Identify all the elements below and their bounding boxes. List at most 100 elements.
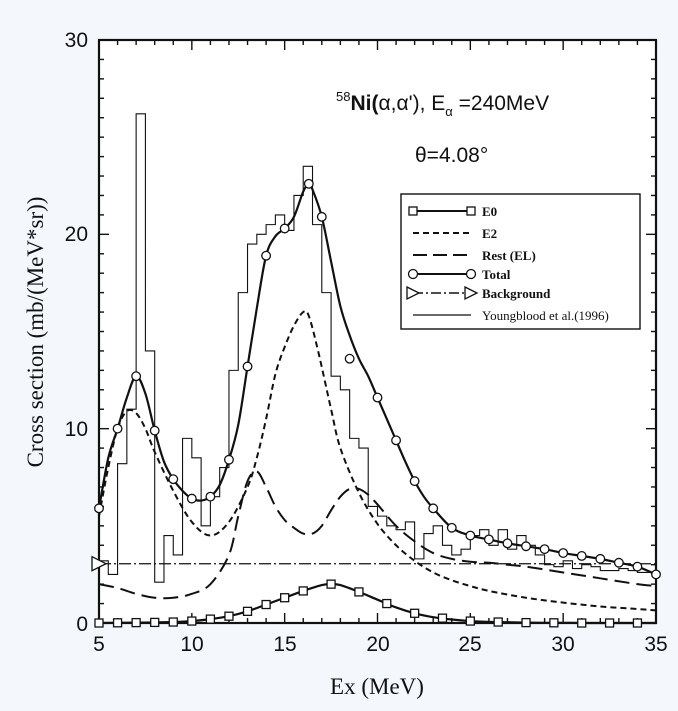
reaction-title-tail: =240MeV xyxy=(453,92,549,115)
series-total-marker xyxy=(465,530,476,541)
x-tick-label-30: 30 xyxy=(551,633,574,656)
legend-marker-e0-b xyxy=(466,206,476,216)
series-e0-marker xyxy=(112,618,123,628)
reaction-title: 58Ni(α,α'), Eα =240MeV xyxy=(336,89,549,119)
series-e2 xyxy=(99,309,656,612)
legend-marker-total-a xyxy=(407,268,419,280)
series-e0-marker xyxy=(280,593,290,603)
legend-marker-background-a xyxy=(406,285,421,301)
legend-item-e0: E0 xyxy=(408,204,497,219)
series-total-marker xyxy=(391,435,402,446)
legend-item-e2: E2 xyxy=(413,226,497,241)
series-e0-marker xyxy=(409,608,420,618)
series-total-marker xyxy=(409,476,420,487)
series-total-marker xyxy=(186,493,197,504)
reaction-title-alpha1: α xyxy=(378,92,390,115)
angle-label: θ=4.08° xyxy=(415,144,488,167)
reaction-title-alpha2: α xyxy=(396,92,408,115)
x-tick-label-15: 15 xyxy=(273,633,296,656)
legend-marker-background-b xyxy=(464,285,479,301)
x-tick-label-20: 20 xyxy=(366,633,389,656)
legend-marker-total-b xyxy=(465,268,477,280)
series-background-marker xyxy=(91,555,108,572)
y-tick-label-30: 30 xyxy=(65,29,88,52)
x-tick-label-5: 5 xyxy=(93,633,105,656)
series-total-marker xyxy=(242,361,253,372)
reaction-title-post: '), E xyxy=(409,92,446,115)
series-e0-marker xyxy=(577,618,587,628)
series-e0-marker xyxy=(465,616,475,626)
series-total-marker xyxy=(112,423,123,434)
series-total-marker xyxy=(502,538,513,549)
series-total-marker xyxy=(539,544,550,555)
series-total-marker xyxy=(576,551,587,561)
legend: E0 E2 Rest (EL) Total Background Youngbl… xyxy=(400,193,641,330)
series-total-marker xyxy=(279,223,290,234)
y-tick-label-10: 10 xyxy=(65,418,88,441)
series-total-marker xyxy=(303,178,314,189)
legend-label-rest: Rest (EL) xyxy=(482,248,536,263)
x-tick-label-25: 25 xyxy=(458,633,481,656)
reaction-title-main: Ni( xyxy=(350,92,378,115)
reaction-title-mass: 58 xyxy=(336,89,350,104)
series-total-marker xyxy=(149,425,160,436)
series-e0-marker xyxy=(150,617,160,628)
series-e0-marker xyxy=(521,617,531,628)
series-total-marker xyxy=(205,491,216,502)
plot-frame xyxy=(97,38,658,625)
series-total-marker xyxy=(632,561,643,572)
series-total-marker xyxy=(446,522,457,533)
y-axis-title: Cross section (mb/(MeV*sr)) xyxy=(23,197,48,468)
legend-box xyxy=(400,193,641,330)
series-total-marker xyxy=(372,392,383,403)
series-e0-marker xyxy=(131,617,141,628)
series-e0-marker xyxy=(224,611,234,621)
legend-item-total: Total xyxy=(407,267,511,282)
series-e0-marker xyxy=(604,618,615,628)
series-e0-marker xyxy=(437,613,448,623)
series-total-marker xyxy=(521,541,531,552)
reaction-title-comma: , xyxy=(391,92,397,115)
series-total-marker xyxy=(94,503,104,514)
x-tick-label-10: 10 xyxy=(180,633,203,656)
legend-item-youngblood: Youngblood et al.(1996) xyxy=(413,308,609,323)
series-total-marker xyxy=(558,548,569,558)
series-e0-marker xyxy=(382,598,392,609)
x-tick-label-35: 35 xyxy=(644,633,667,656)
series-total-marker xyxy=(613,557,624,568)
series-e0-marker xyxy=(354,587,364,597)
legend-label-total: Total xyxy=(482,267,511,282)
series-e0-marker xyxy=(298,586,308,596)
series-youngblood-et-al-1996 xyxy=(99,113,656,623)
legend-item-background: Background xyxy=(406,285,551,301)
series-e0-marker xyxy=(493,617,503,627)
series-e0-marker xyxy=(242,606,253,616)
marker-layer xyxy=(91,178,661,628)
series-e0-marker xyxy=(205,614,216,624)
series-total-marker xyxy=(224,454,234,465)
series-total-marker xyxy=(428,503,439,514)
series-e0-marker xyxy=(261,599,271,610)
series-total-marker xyxy=(131,371,142,382)
series-total-marker xyxy=(316,211,327,222)
legend-label-youngblood: Youngblood et al.(1996) xyxy=(482,308,609,323)
series-e0-marker xyxy=(549,618,559,628)
legend-item-rest: Rest (EL) xyxy=(413,248,536,263)
y-tick-label-20: 20 xyxy=(65,223,88,246)
series-total-marker xyxy=(651,569,661,580)
series-e0-marker xyxy=(632,618,643,628)
series-e0-marker xyxy=(187,616,197,626)
legend-marker-e0-a xyxy=(408,206,418,216)
series-rest-el xyxy=(99,470,656,600)
series-total-marker xyxy=(261,250,272,261)
legend-label-e2: E2 xyxy=(482,226,497,241)
reaction-title-sub: α xyxy=(445,104,453,119)
series-total-marker xyxy=(168,474,179,485)
y-tick-label-0: 0 xyxy=(76,613,88,636)
legend-label-e0: E0 xyxy=(482,204,497,219)
series-e0-marker xyxy=(94,618,104,628)
series-total-marker xyxy=(595,553,606,564)
series-total-marker xyxy=(344,353,355,364)
series-total-marker xyxy=(483,534,494,545)
